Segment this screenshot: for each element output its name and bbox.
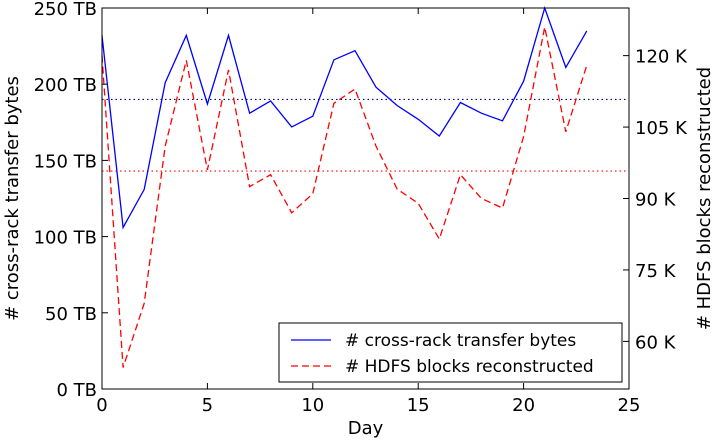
y-left-tick-label: 250 TB <box>34 0 97 20</box>
y-right-tick-label: 75 K <box>635 261 677 282</box>
series-line-1 <box>101 26 588 368</box>
y-right-tick-label: 90 K <box>635 190 677 211</box>
y-left-tick-label: 50 TB <box>45 304 97 325</box>
legend-box <box>278 322 623 383</box>
y-right-tick-label: 120 K <box>635 47 688 68</box>
series-line-0 <box>101 5 588 230</box>
x-tick-label: 20 <box>512 395 535 416</box>
x-tick-label: 5 <box>202 395 213 416</box>
y-axis-left-title: # cross-rack transfer bytes <box>2 76 23 321</box>
series-layer <box>101 5 588 368</box>
y-right-tick-label: 105 K <box>635 118 688 139</box>
legend: # cross-rack transfer bytes # HDFS blocks… <box>278 322 623 383</box>
y-left-tick-label: 200 TB <box>34 75 97 96</box>
y-left-tick-label: 150 TB <box>34 151 97 172</box>
x-tick-label: 15 <box>407 395 430 416</box>
legend-label-0: # cross-rack transfer bytes <box>345 331 576 351</box>
y-right-tick-label: 60 K <box>635 332 677 353</box>
x-axis-title: Day <box>348 418 384 439</box>
x-tick-label: 0 <box>96 395 107 416</box>
y-axis-right-title: # HDFS blocks reconstructed <box>694 67 715 330</box>
y-left-tick-label: 100 TB <box>34 228 97 249</box>
y-left-tick-label: 0 TB <box>56 380 97 401</box>
x-tick-label: 25 <box>618 395 641 416</box>
legend-label-1: # HDFS blocks reconstructed <box>345 357 594 377</box>
x-tick-label: 10 <box>301 395 324 416</box>
